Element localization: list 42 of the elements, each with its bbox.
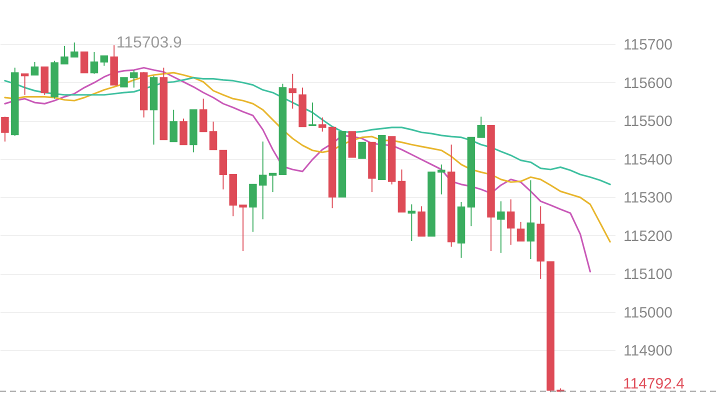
annotation: 115703.9 [116,34,182,52]
candlestick [438,164,446,195]
candlestick [516,221,525,242]
line-series [4,76,611,186]
y-tick-label: 115400 [624,151,672,168]
line-series [4,72,611,243]
y-tick-label: 115300 [624,190,672,207]
candlestick [408,204,416,242]
candlestick [258,141,267,220]
y-tick-label: 115700 [624,36,672,54]
candlestick [477,116,485,138]
ref-line-label: 114792.4 [623,375,684,392]
candlestick [358,142,366,159]
candlestick [199,98,208,132]
candlestick [1,116,9,142]
candlestick [239,204,247,252]
candlestick [170,109,178,142]
line-series [4,66,591,272]
candlestick [20,73,29,96]
candlestick [308,102,316,126]
candlestick [526,180,535,260]
candlestick [288,73,296,110]
y-tick-label: 115500 [624,113,672,130]
candlestick [70,42,78,58]
candlestick [180,118,188,146]
candlestick [506,198,515,246]
candlestick [120,77,128,88]
candlestick [130,70,138,88]
y-tick-label: 115200 [624,228,672,245]
candlestick [318,116,326,132]
candlestick [497,200,505,254]
y-tick-label: 115600 [624,74,672,92]
candlestick [30,61,39,76]
candlestick [249,184,257,232]
candlestick [60,45,68,64]
y-tick-label: 115100 [624,266,672,284]
candlestick [90,52,98,74]
candlestick [100,55,108,66]
y-tick-label: 114900 [624,342,672,360]
candlestick [209,121,218,150]
candlestick [80,52,88,74]
y-tick-label: 115000 [624,304,672,322]
